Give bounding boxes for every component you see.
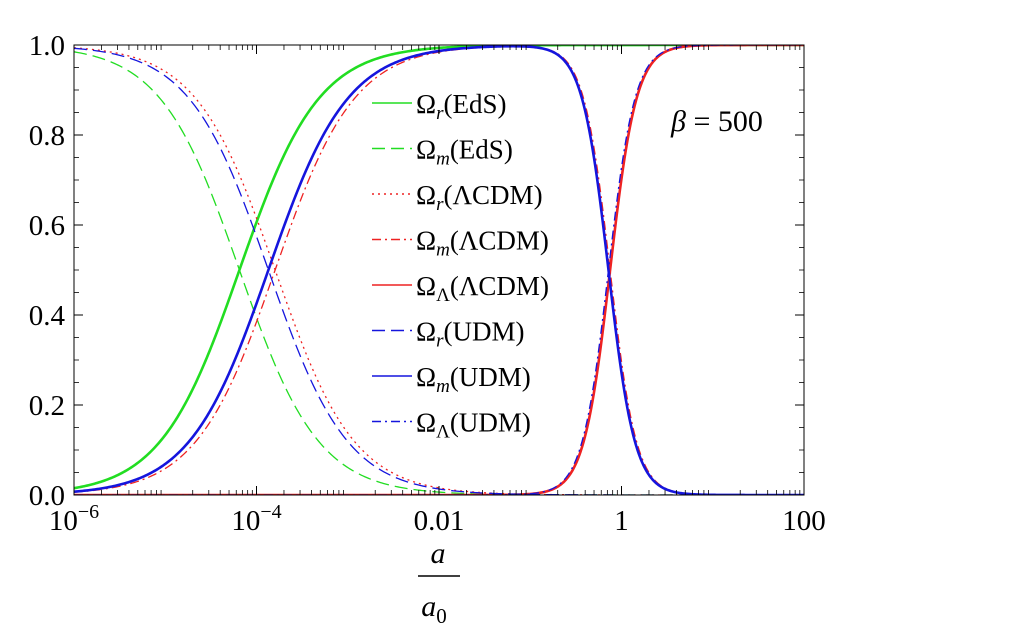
legend-item-3: Ωr(ΛCDM) [372,180,543,215]
legend-item-2: Ωm(EdS) [372,135,513,170]
legend-label: ΩΛ(UDM) [416,408,531,443]
y-tick-label: 0.6 [29,210,65,242]
y-tick-label: 0.4 [29,300,66,332]
x-tick-label: 10−6 [49,501,99,537]
y-tick-label: 0.8 [29,120,65,152]
legend-label: Ωr(UDM) [416,317,524,352]
x-tick-label: 100 [782,505,826,537]
axis-ticks [73,44,805,496]
legend-label: Ωm(EdS) [416,135,513,170]
legend: Ωr(EdS) Ωm(EdS) Ωr(ΛCDM) Ωm(ΛCDM) ΩΛ(ΛCDM) Ωr… [372,89,549,443]
legend-label: Ωr(ΛCDM) [416,180,543,215]
x-axis-label: a a0 [418,537,460,628]
y-tick-label: 0.0 [29,480,65,512]
legend-item-7: Ωm(UDM) [372,362,531,397]
x-tick-label: 10−4 [231,501,281,537]
legend-item-5: ΩΛ(ΛCDM) [372,271,549,306]
y-tick-label: 0.2 [29,390,65,422]
legend-label: Ωr(EdS) [416,89,506,124]
y-tick-labels: 0.0 0.2 0.4 0.6 0.8 1.0 [29,30,66,512]
x-axis-label-numerator: a [431,537,446,570]
x-tick-label: 0.01 [414,505,465,537]
legend-item-4: Ωm(ΛCDM) [372,226,549,261]
x-axis-label-denominator: a0 [421,590,447,628]
x-tick-label: 1 [614,505,629,537]
legend-label: ΩΛ(ΛCDM) [416,271,549,306]
series-line-5 [74,45,804,495]
legend-item-6: Ωr(UDM) [372,317,524,352]
legend-label: Ωm(ΛCDM) [416,226,549,261]
annotation-beta: β = 500 [670,105,763,138]
legend-label: Ωm(UDM) [416,362,531,397]
legend-item-1: Ωr(EdS) [372,89,506,124]
legend-item-8: ΩΛ(UDM) [372,408,531,443]
y-tick-label: 1.0 [29,30,65,62]
x-tick-labels: 10−6 10−4 0.01 1 100 [49,501,826,537]
